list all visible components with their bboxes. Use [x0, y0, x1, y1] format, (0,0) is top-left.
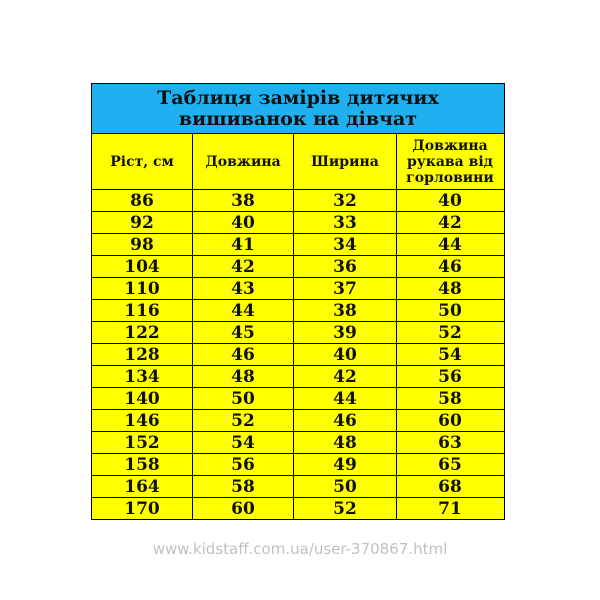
table-cell: 40: [193, 212, 294, 233]
table-cell: 42: [294, 366, 397, 387]
table-row: 104 42 36 46: [92, 256, 504, 278]
table-row: 152 54 48 63: [92, 432, 504, 454]
table-cell: 52: [193, 410, 294, 431]
table-cell: 48: [294, 432, 397, 453]
table-cell: 44: [193, 300, 294, 321]
table-cell: 86: [92, 190, 193, 211]
table-cell: 49: [294, 454, 397, 475]
table-cell: 104: [92, 256, 193, 277]
header-length: Довжина: [193, 134, 294, 189]
title-line-1: Таблиця замірів дитячих: [157, 86, 439, 109]
table-cell: 65: [438, 454, 462, 475]
table-cell: 42: [438, 212, 462, 233]
watermark: www.kidstaff.com.ua/user-370867.html: [152, 540, 448, 558]
table-cell: 32: [294, 190, 397, 211]
table-cell: 52: [294, 498, 397, 519]
table-cell: 140: [92, 388, 193, 409]
table-cell: 45: [193, 322, 294, 343]
table-row: 134 48 42 56: [92, 366, 504, 388]
table-cell: 41: [193, 234, 294, 255]
table-row: 110 43 37 48: [92, 278, 504, 300]
table-body: 86 38 32 40 92 40 33 42 98 41 34 44 104 42 36 46 110 43 37…: [92, 190, 504, 519]
table-cell: 48: [438, 278, 462, 299]
table-cell: 110: [92, 278, 193, 299]
header-row: Ріст, см Довжина Ширина Довжина рукава в…: [92, 134, 504, 190]
table-cell: 40: [294, 344, 397, 365]
table-row: 170 60 52 71: [92, 498, 504, 519]
table-cell: 50: [438, 300, 462, 321]
header-width: Ширина: [294, 134, 397, 189]
table-cell: 68: [438, 476, 462, 497]
table-cell: 46: [294, 410, 397, 431]
title-line-2: вишиванок на дівчат: [178, 107, 418, 130]
table-cell: 39: [294, 322, 397, 343]
table-row: 140 50 44 58: [92, 388, 504, 410]
table-cell: 54: [193, 432, 294, 453]
table-row: 92 40 33 42: [92, 212, 504, 234]
table-cell: 36: [294, 256, 397, 277]
table-row: 122 45 39 52: [92, 322, 504, 344]
table-cell: 44: [438, 234, 462, 255]
table-cell: 92: [92, 212, 193, 233]
table-cell: 116: [92, 300, 193, 321]
table-cell: 158: [92, 454, 193, 475]
table-cell: 50: [193, 388, 294, 409]
table-row: 128 46 40 54: [92, 344, 504, 366]
table-cell: 40: [438, 190, 462, 211]
table-row: 86 38 32 40: [92, 190, 504, 212]
table-cell: 60: [193, 498, 294, 519]
table-cell: 71: [438, 498, 462, 519]
table-title: Таблиця замірів дитячих вишиванок на дів…: [92, 84, 504, 134]
table-row: 146 52 46 60: [92, 410, 504, 432]
table-cell: 63: [438, 432, 462, 453]
table-cell: 44: [294, 388, 397, 409]
size-table: Таблиця замірів дитячих вишиванок на дів…: [91, 83, 505, 520]
table-cell: 46: [193, 344, 294, 365]
table-cell: 60: [438, 410, 462, 431]
table-cell: 37: [294, 278, 397, 299]
table-cell: 38: [193, 190, 294, 211]
table-cell: 146: [92, 410, 193, 431]
table-row: 164 58 50 68: [92, 476, 504, 498]
header-height: Ріст, см: [92, 134, 193, 189]
table-cell: 50: [294, 476, 397, 497]
table-cell: 38: [294, 300, 397, 321]
table-cell: 58: [438, 388, 462, 409]
table-row: 116 44 38 50: [92, 300, 504, 322]
table-cell: 56: [193, 454, 294, 475]
table-cell: 58: [193, 476, 294, 497]
table-cell: 56: [438, 366, 462, 387]
table-cell: 42: [193, 256, 294, 277]
table-cell: 152: [92, 432, 193, 453]
table-cell: 128: [92, 344, 193, 365]
table-cell: 122: [92, 322, 193, 343]
table-row: 98 41 34 44: [92, 234, 504, 256]
table-cell: 54: [438, 344, 462, 365]
table-cell: 46: [438, 256, 462, 277]
table-cell: 33: [294, 212, 397, 233]
table-cell: 43: [193, 278, 294, 299]
header-sleeve-length: Довжина рукава від горловини: [406, 137, 494, 186]
table-cell: 98: [92, 234, 193, 255]
table-cell: 164: [92, 476, 193, 497]
table-cell: 48: [193, 366, 294, 387]
table-cell: 134: [92, 366, 193, 387]
table-cell: 170: [92, 498, 193, 519]
table-cell: 52: [438, 322, 462, 343]
table-cell: 34: [294, 234, 397, 255]
table-row: 158 56 49 65: [92, 454, 504, 476]
